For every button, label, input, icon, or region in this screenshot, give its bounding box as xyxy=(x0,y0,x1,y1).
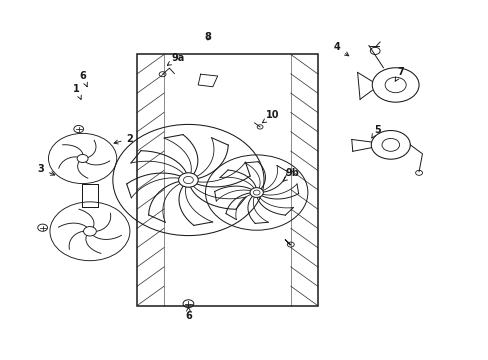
Circle shape xyxy=(178,173,198,187)
Text: 6: 6 xyxy=(184,307,191,321)
Text: 9a: 9a xyxy=(167,53,184,66)
Text: 4: 4 xyxy=(333,42,348,56)
Text: 9b: 9b xyxy=(283,168,299,181)
Text: 3: 3 xyxy=(37,164,55,175)
Text: 8: 8 xyxy=(204,32,211,41)
Circle shape xyxy=(83,226,96,236)
Text: 5: 5 xyxy=(371,125,380,138)
Circle shape xyxy=(249,188,263,197)
Text: 10: 10 xyxy=(262,111,279,123)
Text: 2: 2 xyxy=(114,134,133,144)
Circle shape xyxy=(77,154,88,162)
Text: 1: 1 xyxy=(73,84,81,99)
Text: 6: 6 xyxy=(79,71,87,87)
Bar xyxy=(137,54,317,306)
Text: 7: 7 xyxy=(394,67,403,81)
